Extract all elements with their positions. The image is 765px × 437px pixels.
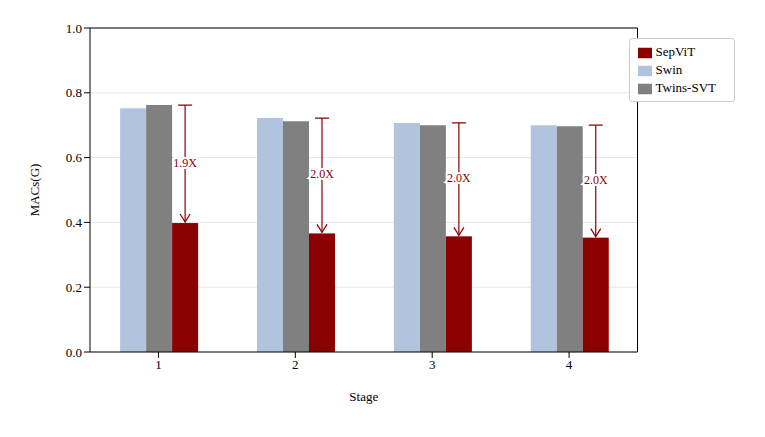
html-text:Twins-SVT: Twins-SVT xyxy=(655,80,716,95)
svg-text:1: 1 xyxy=(155,357,162,372)
svg-text:0.2: 0.2 xyxy=(66,280,82,295)
svg-text:4: 4 xyxy=(566,357,573,372)
svg-text:1.0: 1.0 xyxy=(66,21,82,36)
svg-text:0.8: 0.8 xyxy=(66,85,82,100)
svg-text:3: 3 xyxy=(429,357,436,372)
svg-text:2.0X: 2.0X xyxy=(584,173,608,187)
html-text:SepViT: SepViT xyxy=(655,44,696,59)
svg-text:Stage: Stage xyxy=(349,389,378,404)
svg-text:1.9X: 1.9X xyxy=(173,156,197,170)
html-text:Swin: Swin xyxy=(655,62,683,77)
svg-text:0.6: 0.6 xyxy=(66,150,83,165)
svg-text:0.4: 0.4 xyxy=(66,215,83,230)
svg-text:2: 2 xyxy=(292,357,299,372)
svg-text:2.0X: 2.0X xyxy=(310,167,334,181)
svg-text:MACs(G): MACs(G) xyxy=(27,164,42,217)
svg-text:2.0X: 2.0X xyxy=(447,171,471,185)
svg-text:0.0: 0.0 xyxy=(66,345,82,360)
